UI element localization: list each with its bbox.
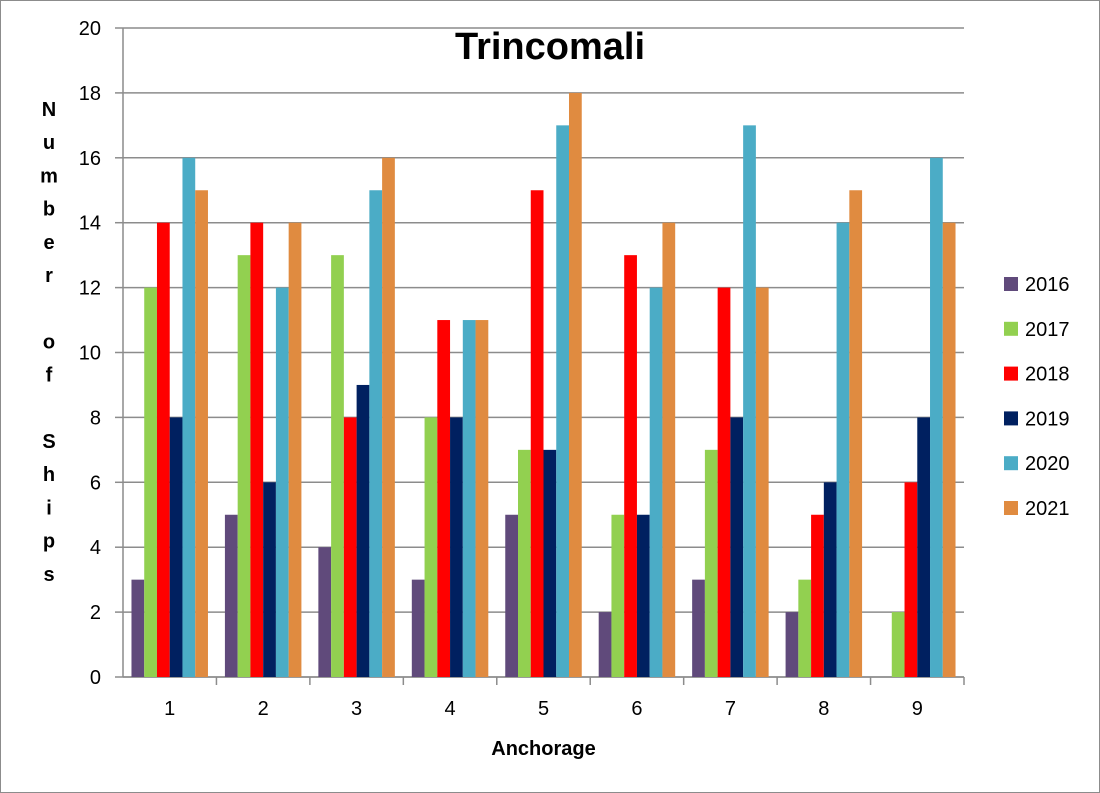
- y-tick-label: 0: [90, 667, 101, 689]
- x-tick-label: 2: [258, 698, 269, 720]
- bar-2017-anchorage-1: [144, 287, 157, 677]
- y-tick-label: 20: [79, 18, 101, 40]
- x-tick-label: 5: [538, 698, 549, 720]
- bar-2016-anchorage-1: [131, 579, 145, 677]
- bar-2019-anchorage-3: [356, 384, 370, 677]
- bar-2017-anchorage-6: [611, 514, 625, 677]
- bar-2017-anchorage-4: [424, 417, 438, 677]
- bar-2019-anchorage-2: [263, 482, 276, 677]
- legend-swatch-2021: [1004, 501, 1018, 515]
- bar-2016-anchorage-2: [224, 514, 238, 677]
- bar-2021-anchorage-6: [662, 222, 676, 677]
- bar-2020-anchorage-8: [836, 222, 850, 677]
- bar-2016-anchorage-4: [411, 579, 425, 677]
- bar-2016-anchorage-7: [692, 579, 705, 677]
- chart-title: Trincomali: [454, 26, 646, 68]
- legend-label-2019: 2019: [1025, 408, 1070, 430]
- legend-swatch-2019: [1004, 411, 1018, 426]
- bar-2018-anchorage-3: [343, 417, 357, 677]
- bar-2017-anchorage-9: [891, 612, 905, 677]
- bar-2018-anchorage-8: [811, 514, 824, 677]
- y-tick-label: 10: [79, 343, 101, 365]
- legend-swatch-2020: [1004, 456, 1018, 471]
- bar-2019-anchorage-6: [636, 514, 650, 677]
- bar-2019-anchorage-4: [450, 417, 463, 677]
- bar-2016-anchorage-6: [598, 612, 612, 677]
- bar-2019-anchorage-9: [917, 417, 931, 677]
- y-tick-label: 12: [79, 278, 101, 300]
- legend-label-2017: 2017: [1025, 319, 1070, 341]
- bar-2018-anchorage-1: [156, 222, 170, 677]
- bar-2017-anchorage-7: [704, 449, 718, 677]
- bar-2020-anchorage-4: [462, 320, 476, 677]
- bar-2020-anchorage-1: [182, 157, 196, 678]
- bar-2017-anchorage-8: [798, 579, 812, 677]
- x-axis-label: Anchorage: [491, 738, 595, 760]
- x-tick-label: 1: [164, 698, 175, 720]
- bar-2018-anchorage-4: [437, 320, 451, 677]
- bar-2018-anchorage-6: [624, 255, 637, 677]
- y-tick-label: 18: [79, 83, 101, 105]
- bar-2019-anchorage-5: [543, 449, 557, 677]
- bar-2016-anchorage-8: [785, 612, 799, 677]
- legend-swatch-2017: [1004, 321, 1018, 336]
- bar-2020-anchorage-9: [930, 157, 943, 678]
- bar-2021-anchorage-8: [849, 190, 863, 677]
- bar-2021-anchorage-4: [475, 320, 489, 677]
- legend-label-2021: 2021: [1025, 498, 1070, 520]
- y-tick-label: 16: [79, 148, 101, 170]
- x-tick-label: 4: [444, 698, 455, 720]
- y-tick-label: 4: [90, 537, 101, 559]
- x-tick-label: 8: [818, 698, 829, 720]
- bar-2018-anchorage-5: [530, 190, 544, 677]
- bar-2020-anchorage-5: [556, 125, 569, 678]
- y-tick-label: 6: [90, 472, 101, 494]
- bar-2018-anchorage-9: [904, 482, 918, 677]
- bar-2018-anchorage-7: [717, 287, 731, 677]
- x-tick-label: 7: [725, 698, 736, 720]
- bar-2018-anchorage-2: [250, 222, 264, 677]
- y-tick-label: 2: [90, 602, 101, 624]
- x-tick-label: 6: [631, 698, 642, 720]
- bar-2016-anchorage-3: [318, 547, 332, 677]
- bar-2019-anchorage-1: [169, 417, 183, 677]
- bar-2021-anchorage-1: [195, 190, 208, 677]
- legend-label-2020: 2020: [1025, 453, 1070, 475]
- x-tick-label: 9: [912, 698, 923, 720]
- legend-swatch-2018: [1004, 366, 1018, 381]
- y-tick-label: 8: [90, 407, 101, 429]
- bar-2020-anchorage-7: [743, 125, 756, 678]
- bar-2021-anchorage-5: [568, 92, 582, 677]
- bar-2020-anchorage-6: [649, 287, 663, 677]
- bar-2016-anchorage-5: [505, 514, 519, 677]
- bar-2021-anchorage-9: [942, 222, 956, 677]
- bar-2017-anchorage-5: [518, 449, 531, 677]
- legend-label-2018: 2018: [1025, 364, 1070, 386]
- bar-2020-anchorage-3: [369, 190, 383, 677]
- bar-2019-anchorage-8: [823, 482, 837, 677]
- y-tick-label: 14: [79, 213, 101, 235]
- bar-2020-anchorage-2: [275, 287, 289, 677]
- x-tick-label: 3: [351, 698, 362, 720]
- bar-2017-anchorage-3: [331, 255, 344, 677]
- bar-2021-anchorage-7: [755, 287, 769, 677]
- bar-2017-anchorage-2: [237, 255, 251, 677]
- legend-swatch-2016: [1004, 277, 1018, 291]
- bar-2019-anchorage-7: [730, 417, 744, 677]
- bar-2021-anchorage-2: [288, 222, 302, 677]
- bar-2021-anchorage-3: [382, 157, 395, 678]
- legend-label-2016: 2016: [1025, 274, 1070, 296]
